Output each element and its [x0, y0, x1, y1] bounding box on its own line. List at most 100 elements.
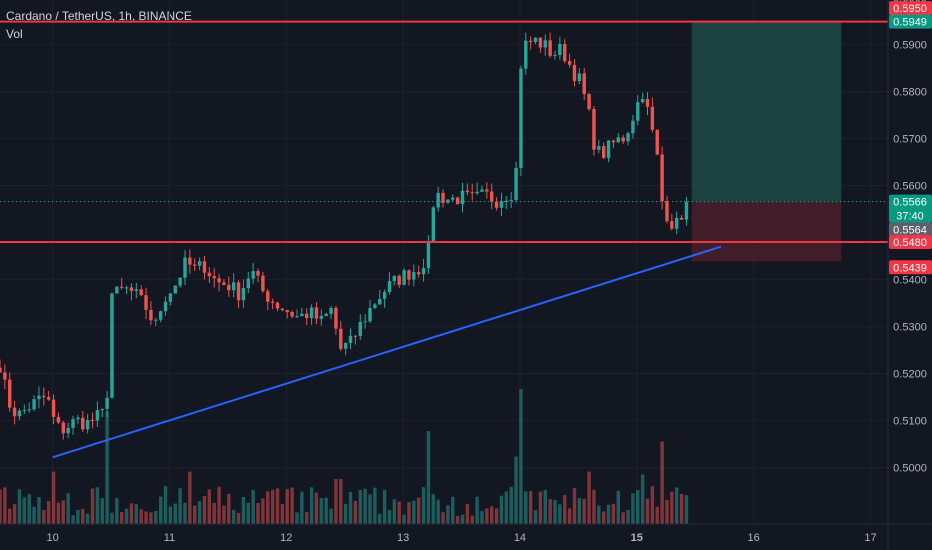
volume-bar: [587, 471, 591, 524]
volume-indicator-label: Vol: [6, 27, 23, 41]
volume-bar: [85, 513, 90, 524]
volume-bar: [660, 441, 664, 524]
volume-bar: [455, 515, 460, 524]
volume-bar: [426, 431, 431, 524]
volume-bar: [168, 506, 173, 524]
candle-body: [572, 64, 577, 82]
candle-body: [56, 416, 61, 423]
candle-body: [334, 307, 338, 329]
candle-body: [0, 367, 2, 373]
candle-body: [12, 407, 17, 417]
volume-bar: [665, 499, 669, 524]
candle-body: [611, 140, 616, 143]
volume-bar: [567, 508, 572, 524]
volume-bar: [241, 496, 246, 524]
drawing-lines: [0, 20, 888, 459]
volume-bar: [285, 489, 289, 524]
volume-bar: [460, 514, 465, 524]
volume-bar: [314, 492, 319, 524]
volume-bar: [470, 515, 474, 524]
candle-body: [675, 217, 679, 229]
volume-bar: [465, 503, 470, 524]
candle-body: [402, 270, 406, 285]
volume-bar: [144, 511, 148, 524]
candle-body: [168, 293, 173, 302]
volume-bar: [382, 489, 387, 524]
candle-body: [95, 410, 100, 421]
volume-bar: [543, 490, 547, 524]
volume-bar: [373, 487, 377, 524]
candle-body: [139, 289, 143, 296]
volume-bar: [640, 474, 645, 524]
candle-body: [348, 335, 353, 343]
volume-bar: [158, 496, 163, 524]
candle-body: [553, 54, 557, 56]
volume-bar: [22, 497, 27, 524]
y-tick-label: 0.5300: [893, 322, 927, 334]
candle-body: [285, 310, 289, 313]
candle-body: [470, 192, 474, 194]
candle-body: [509, 199, 513, 201]
volume-bar: [246, 502, 250, 524]
candle-body: [129, 287, 134, 291]
candle-body: [202, 261, 207, 273]
volume-bar: [173, 503, 177, 524]
candle-body: [407, 270, 411, 280]
price-label-text: 0.5566: [893, 197, 927, 209]
y-tick-label: 0.5100: [893, 416, 927, 428]
candle-body: [621, 137, 625, 142]
candle-body: [436, 192, 440, 208]
volume-bar: [475, 496, 479, 524]
price-label-text: 0.5480: [893, 237, 927, 249]
x-tick-label: 17: [864, 532, 876, 544]
candle-body: [110, 293, 114, 398]
volume-bar: [412, 500, 416, 524]
candle-body: [558, 43, 562, 55]
volume-bar: [339, 479, 343, 524]
candle-body: [490, 191, 494, 202]
volume-bar: [451, 496, 455, 524]
candles-layer: [0, 32, 689, 440]
price-label-text: 0.5950: [893, 3, 927, 15]
volume-bar: [446, 505, 450, 524]
x-tick-label: 15: [631, 532, 643, 544]
volume-bar: [193, 505, 197, 524]
candle-body: [275, 302, 280, 309]
candle-body: [173, 285, 177, 294]
candle-body: [124, 287, 129, 289]
candle-body: [655, 129, 659, 155]
volume-bar: [212, 502, 216, 524]
volume-bar: [397, 501, 401, 524]
volume-bar: [679, 493, 684, 524]
volume-bar: [100, 497, 104, 524]
volume-bar: [27, 494, 31, 524]
price-axis: [888, 0, 932, 550]
x-tick-label: 16: [748, 532, 760, 544]
candle-body: [363, 321, 367, 323]
volume-bar: [363, 488, 367, 524]
candle-body: [8, 379, 12, 408]
candle-body: [144, 295, 148, 310]
candle-body: [373, 304, 377, 308]
volume-bar: [358, 490, 362, 524]
candle-body: [105, 397, 109, 409]
candle-body: [222, 282, 226, 285]
y-tick-label: 0.5400: [893, 275, 927, 287]
candle-body: [475, 191, 479, 194]
candle-body: [295, 316, 299, 318]
candle-body: [183, 257, 187, 278]
volume-bar: [134, 504, 139, 524]
volume-bar: [251, 489, 255, 524]
volume-bar: [275, 488, 280, 524]
candle-body: [382, 291, 387, 299]
candle-body: [650, 106, 655, 130]
volume-bar: [129, 503, 134, 524]
volume-bar: [499, 495, 504, 524]
candle-body: [684, 201, 689, 220]
candle-body: [494, 201, 499, 208]
volume-bar: [655, 506, 659, 524]
volume-bar: [163, 486, 168, 524]
volume-bar: [66, 493, 70, 524]
volume-bar: [51, 471, 56, 524]
